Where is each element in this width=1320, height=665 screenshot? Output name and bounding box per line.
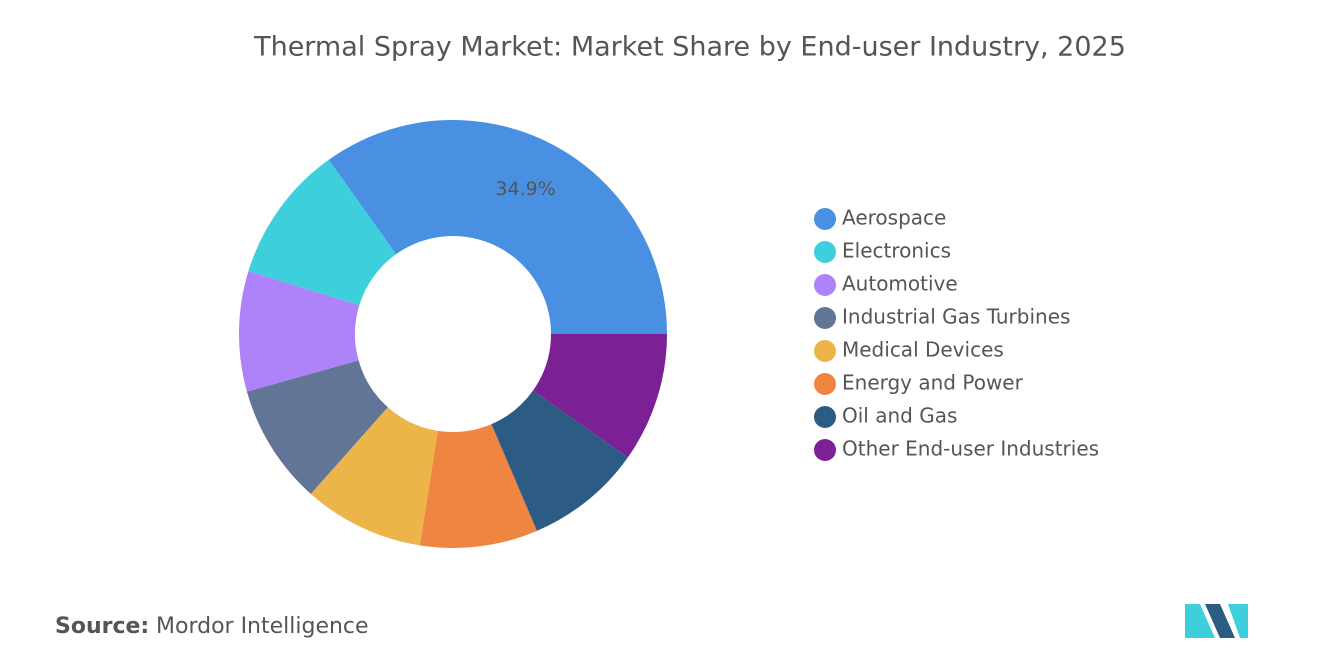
donut-segment	[246, 360, 388, 494]
source-text: Mordor Intelligence	[156, 614, 369, 639]
legend-marker	[814, 274, 836, 296]
legend-marker	[814, 307, 836, 329]
logo	[1185, 604, 1248, 638]
donut-segment	[419, 424, 537, 548]
legend-marker	[814, 406, 836, 428]
donut-segment	[248, 159, 397, 306]
legend-marker	[814, 208, 836, 230]
donut-segment	[328, 120, 667, 334]
legend-label: Electronics	[842, 239, 951, 263]
legend-marker	[814, 241, 836, 263]
legend-label: Medical Devices	[842, 338, 1004, 362]
legend-label: Aerospace	[842, 206, 946, 230]
donut-segment	[238, 271, 360, 392]
data-label: 34.9%	[495, 178, 555, 200]
legend-label: Energy and Power	[842, 371, 1024, 395]
chart-title: Thermal Spray Market: Market Share by En…	[253, 32, 1126, 63]
legend-label: Automotive	[842, 272, 958, 296]
legend-marker	[814, 439, 836, 461]
legend-marker	[814, 373, 836, 395]
donut-segment	[310, 407, 438, 546]
donut-segment	[533, 334, 667, 458]
legend-marker	[814, 340, 836, 362]
legend-label: Oil and Gas	[842, 404, 957, 428]
source-label: Source:	[55, 614, 149, 639]
donut-segment	[491, 390, 628, 531]
legend-label: Other End-user Industries	[842, 437, 1099, 461]
legend-label: Industrial Gas Turbines	[842, 305, 1070, 329]
